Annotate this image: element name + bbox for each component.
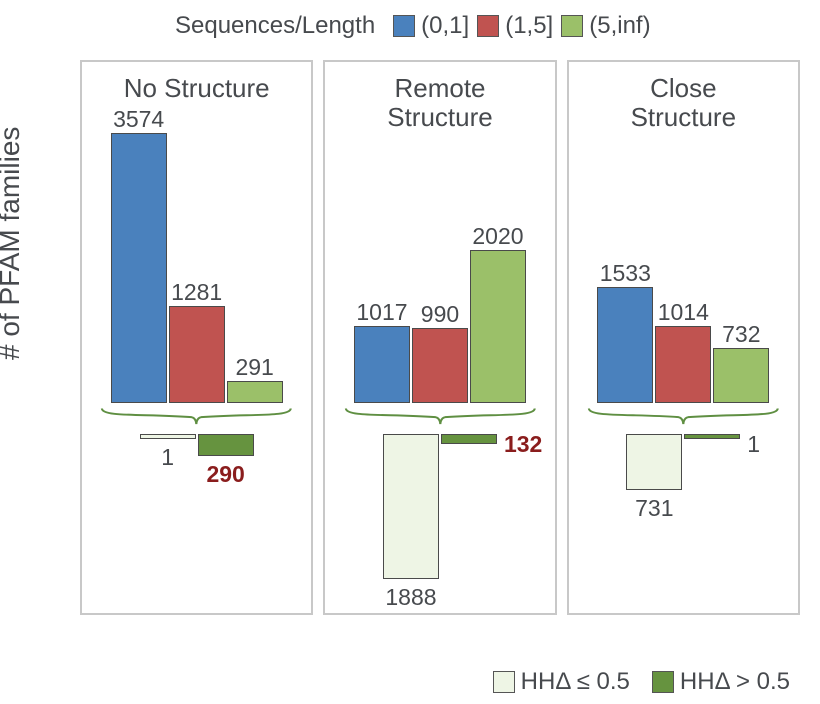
- bar-label-1-0: 1017: [350, 299, 415, 326]
- dbar-1-1: 132: [441, 434, 497, 444]
- bar-0-0: 3574: [111, 133, 167, 403]
- dlabel-1-1: 132: [496, 431, 542, 458]
- legend-item-2: (5,inf): [561, 12, 650, 40]
- legend-bottom-item-0: HHΔ ≤ 0.5: [493, 668, 630, 696]
- panels-row: No Structure 3574 1281 291 1: [80, 60, 800, 615]
- dbar-2-1: 1: [684, 434, 740, 439]
- brace-0: [100, 405, 293, 431]
- lower-bars-2: 731 1: [592, 434, 775, 599]
- dlabel-2-1: 1: [739, 431, 760, 458]
- bar-label-2-2: 732: [709, 321, 774, 348]
- bar-2-2: 732: [713, 348, 769, 403]
- lower-bars-0: 1 290: [105, 434, 288, 599]
- legend-swatch-2: [561, 15, 583, 37]
- bar-label-0-1: 1281: [164, 279, 229, 306]
- lower-bars-1: 1888 132: [348, 434, 531, 599]
- bar-2-1: 1014: [655, 326, 711, 403]
- brace-2: [587, 405, 780, 431]
- legend-top: Sequences/Length (0,1] (1,5] (5,inf): [175, 12, 651, 40]
- legend-bottom-label-0: HHΔ ≤ 0.5: [521, 668, 630, 696]
- dlabel-1-0: 1888: [370, 584, 451, 611]
- brace-1: [344, 405, 537, 431]
- bar-label-1-2: 2020: [466, 223, 531, 250]
- dbar-0-0: 1: [140, 434, 196, 439]
- legend-title: Sequences/Length: [175, 12, 375, 40]
- dbar-2-0: 731: [626, 434, 682, 490]
- bar-0-1: 1281: [169, 306, 225, 403]
- bar-1-1: 990: [412, 328, 468, 403]
- legend-bottom: HHΔ ≤ 0.5 HHΔ > 0.5: [0, 668, 820, 696]
- legend-label-0: (0,1]: [421, 12, 469, 40]
- bar-label-0-0: 3574: [106, 106, 171, 133]
- upper-bars-0: 3574 1281 291: [105, 103, 288, 403]
- bar-label-1-1: 990: [408, 301, 473, 328]
- dbar-1-0: 1888: [383, 434, 439, 579]
- legend-label-2: (5,inf): [589, 12, 650, 40]
- panel-no-structure: No Structure 3574 1281 291 1: [80, 60, 313, 615]
- bar-label-0-2: 291: [222, 354, 287, 381]
- legend-bottom-item-1: HHΔ > 0.5: [652, 668, 790, 696]
- panel-close-structure: Close Structure 1533 1014 732 731: [567, 60, 800, 615]
- bar-2-0: 1533: [597, 287, 653, 403]
- dbar-0-1: 290: [198, 434, 254, 456]
- legend-swatch-1: [477, 15, 499, 37]
- dlabel-2-0: 731: [614, 495, 695, 522]
- panel-remote-structure: Remote Structure 1017 990 2020 18: [323, 60, 556, 615]
- legend-bottom-swatch-0: [493, 671, 515, 693]
- legend-bottom-swatch-1: [652, 671, 674, 693]
- legend-bottom-label-1: HHΔ > 0.5: [680, 668, 790, 696]
- bar-0-2: 291: [227, 381, 283, 403]
- upper-bars-2: 1533 1014 732: [592, 103, 775, 403]
- bar-1-0: 1017: [354, 326, 410, 403]
- bar-label-2-1: 1014: [651, 299, 716, 326]
- dlabel-0-1: 290: [185, 461, 266, 488]
- legend-swatch-0: [393, 15, 415, 37]
- bar-label-2-0: 1533: [593, 260, 658, 287]
- legend-label-1: (1,5]: [505, 12, 553, 40]
- y-axis-label: # of PFAM families: [0, 127, 26, 360]
- upper-bars-1: 1017 990 2020: [348, 103, 531, 403]
- legend-item-1: (1,5]: [477, 12, 553, 40]
- panel-title-0: No Structure: [82, 74, 311, 103]
- bar-1-2: 2020: [470, 250, 526, 403]
- legend-item-0: (0,1]: [393, 12, 469, 40]
